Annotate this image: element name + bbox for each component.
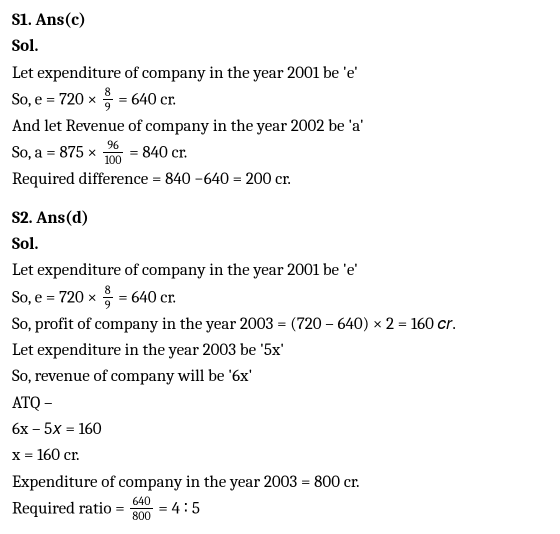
s2-line4: Let expenditure in the year 2003 be '5x'	[12, 338, 548, 364]
s2-line2-b: = 640 cr.	[118, 288, 176, 307]
s1-line3: And let Revenue of company in the year 2…	[12, 114, 548, 140]
fraction-num: 8	[103, 86, 113, 100]
s1-line2-a: So, e = 720 ×	[12, 91, 97, 110]
fraction-640-800: 640 800	[130, 495, 152, 522]
fraction-num: 640	[130, 495, 152, 509]
s2-line10-a: Required ratio =	[12, 500, 125, 519]
s2-sol-label: Sol.	[12, 232, 548, 258]
fraction-den: 800	[130, 509, 152, 522]
fraction-den: 100	[103, 153, 124, 166]
s2-line6: ATQ –	[12, 391, 548, 417]
s1-line2: So, e = 720 × 8 9 = 640 cr.	[12, 87, 548, 114]
s2-line5: So, revenue of company will be '6x'	[12, 364, 548, 390]
s2-line9: Expenditure of company in the year 2003 …	[12, 470, 548, 496]
s2-line7: 6x – 5𝑥 = 160	[12, 417, 548, 443]
s1-line1: Let expenditure of company in the year 2…	[12, 61, 548, 87]
fraction-num: 96	[103, 139, 124, 153]
s2-line2: So, e = 720 × 8 9 = 640 cr.	[12, 285, 548, 312]
fraction-8-9-b: 8 9	[103, 284, 113, 311]
s1-header: S1. Ans(c)	[12, 8, 548, 34]
fraction-den: 9	[103, 100, 113, 113]
s1-line2-b: = 640 cr.	[118, 91, 176, 110]
fraction-den: 9	[103, 298, 113, 311]
fraction-num: 8	[103, 284, 113, 298]
fraction-96-100: 96 100	[103, 139, 124, 166]
s1-line4-a: So, a = 875 ×	[12, 144, 97, 163]
s2-line3: So, profit of company in the year 2003 =…	[12, 312, 548, 338]
s2-line2-a: So, e = 720 ×	[12, 288, 97, 307]
solution-s2: S2. Ans(d) Sol. Let expenditure of compa…	[12, 206, 548, 523]
solution-s1: S1. Ans(c) Sol. Let expenditure of compa…	[12, 8, 548, 194]
s2-line8: x = 160 cr.	[12, 443, 548, 469]
s2-line10: Required ratio = 640 800 = 4 ∶ 5	[12, 496, 548, 523]
s2-line1: Let expenditure of company in the year 2…	[12, 258, 548, 284]
fraction-8-9: 8 9	[103, 86, 113, 113]
s2-header: S2. Ans(d)	[12, 206, 548, 232]
s1-line5: Required difference = 840 −640 = 200 cr.	[12, 167, 548, 193]
s1-line4: So, a = 875 × 96 100 = 840 cr.	[12, 140, 548, 167]
s1-line4-b: = 840 cr.	[129, 144, 187, 163]
s1-sol-label: Sol.	[12, 34, 548, 60]
s2-line10-b: = 4 ∶ 5	[158, 500, 200, 519]
